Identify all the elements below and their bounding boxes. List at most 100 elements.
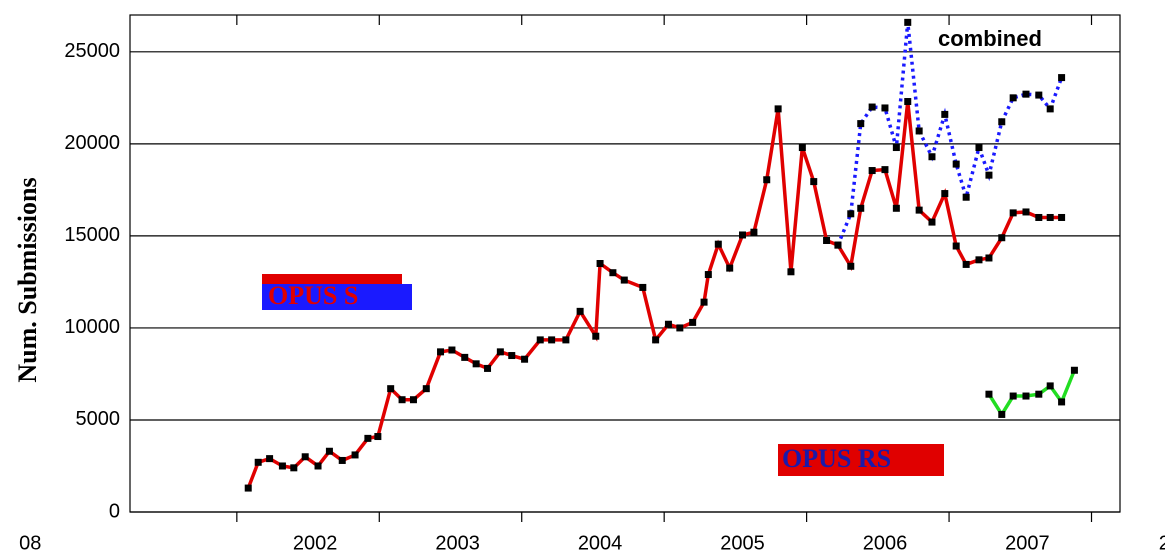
- point-marker: [774, 105, 782, 113]
- point-marker: [676, 324, 684, 332]
- point-marker: [374, 433, 382, 441]
- point-marker: [576, 307, 584, 315]
- point-marker: [868, 103, 876, 111]
- point-marker: [975, 256, 983, 264]
- point-marker: [998, 410, 1006, 418]
- point-marker: [847, 210, 855, 218]
- x-tick-label: 2003: [435, 532, 480, 554]
- point-marker: [985, 171, 993, 179]
- point-marker: [704, 271, 712, 279]
- point-marker: [448, 346, 456, 354]
- point-marker: [461, 353, 469, 361]
- point-marker: [1022, 208, 1030, 216]
- point-marker: [892, 144, 900, 152]
- point-marker: [998, 234, 1006, 242]
- point-marker: [798, 144, 806, 152]
- x-tick-label: 08: [19, 532, 41, 554]
- point-marker: [1035, 213, 1043, 221]
- point-marker: [1009, 392, 1017, 400]
- point-marker: [952, 242, 960, 250]
- point-marker: [562, 336, 570, 344]
- point-marker: [952, 160, 960, 168]
- y-tick-label: 15000: [64, 224, 120, 246]
- point-marker: [962, 193, 970, 201]
- point-marker: [941, 190, 949, 198]
- x-tick-label: 2006: [863, 532, 908, 554]
- point-marker: [868, 167, 876, 175]
- point-marker: [351, 451, 359, 459]
- point-marker: [596, 260, 604, 267]
- point-marker: [338, 456, 346, 464]
- point-marker: [763, 176, 771, 184]
- point-marker: [1058, 213, 1066, 221]
- point-marker: [787, 268, 795, 276]
- point-marker: [928, 218, 936, 226]
- point-marker: [857, 120, 865, 128]
- point-marker: [998, 118, 1006, 126]
- point-marker: [810, 178, 818, 186]
- point-marker: [915, 127, 923, 135]
- point-marker: [254, 458, 262, 466]
- point-marker: [652, 336, 660, 344]
- point-marker: [639, 283, 647, 291]
- point-marker: [1035, 390, 1043, 398]
- point-marker: [1070, 366, 1078, 374]
- point-marker: [941, 110, 949, 118]
- point-marker: [823, 236, 831, 244]
- legend-bar: [262, 274, 402, 284]
- point-marker: [325, 447, 333, 455]
- point-marker: [904, 18, 912, 26]
- point-marker: [892, 204, 900, 212]
- point-marker: [1046, 213, 1054, 221]
- point-marker: [398, 396, 406, 404]
- y-tick-label: 25000: [64, 40, 120, 62]
- point-marker: [1058, 74, 1066, 82]
- point-marker: [364, 434, 372, 442]
- point-marker: [290, 464, 298, 472]
- x-tick-label: 2002: [293, 532, 338, 554]
- point-marker: [689, 318, 697, 326]
- point-marker: [1009, 209, 1017, 217]
- plot-area: [129, 14, 1121, 522]
- point-marker: [881, 166, 889, 174]
- point-marker: [962, 260, 970, 268]
- point-marker: [387, 385, 395, 393]
- point-marker: [609, 269, 617, 277]
- point-marker: [472, 360, 480, 368]
- point-marker: [1022, 392, 1030, 400]
- x-tick-label: 2005: [720, 532, 765, 554]
- x-tick-label: 20: [1159, 532, 1165, 554]
- point-marker: [620, 276, 628, 284]
- point-marker: [881, 104, 889, 112]
- legend-label: OPUS RS: [782, 444, 891, 473]
- point-marker: [985, 390, 993, 398]
- point-marker: [985, 254, 993, 262]
- x-tick-label: 2007: [1005, 532, 1050, 554]
- point-marker: [1058, 398, 1066, 406]
- y-tick-label: 20000: [64, 132, 120, 154]
- point-marker: [266, 455, 274, 463]
- point-marker: [1022, 90, 1030, 98]
- point-marker: [847, 262, 855, 270]
- legend-bar: [778, 444, 944, 476]
- point-marker: [484, 364, 492, 372]
- point-marker: [536, 336, 544, 344]
- point-marker: [739, 231, 747, 239]
- point-marker: [314, 462, 322, 470]
- point-marker: [915, 206, 923, 214]
- point-marker: [928, 153, 936, 161]
- point-marker: [496, 348, 504, 356]
- y-tick-label: 10000: [64, 316, 120, 338]
- point-marker: [422, 385, 430, 393]
- point-marker: [664, 320, 672, 328]
- point-marker: [1009, 94, 1017, 102]
- point-marker: [1035, 91, 1043, 99]
- point-marker: [508, 352, 516, 360]
- point-marker: [857, 204, 865, 212]
- point-marker: [750, 228, 758, 236]
- point-marker: [1046, 382, 1054, 390]
- point-marker: [834, 241, 842, 249]
- point-marker: [301, 453, 309, 461]
- x-tick-label: 2004: [578, 532, 623, 554]
